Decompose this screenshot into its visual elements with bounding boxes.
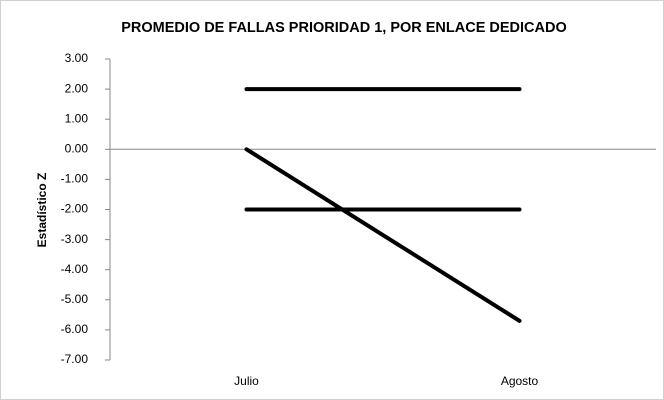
x-tick-label: Julio [234,374,259,388]
y-tick-label: -6.00 [61,322,89,336]
y-tick-label: -3.00 [61,232,89,246]
y-tick-label: 1.00 [65,111,89,125]
y-tick-label: -4.00 [61,262,89,276]
y-tick-label: 0.00 [65,141,89,155]
chart-title: PROMEDIO DE FALLAS PRIORIDAD 1, POR ENLA… [121,20,567,36]
x-tick-label: Agosto [501,374,539,388]
y-tick-label: -1.00 [61,172,89,186]
y-tick-label: -5.00 [61,292,89,306]
series-line [244,147,522,323]
y-tick-label: 3.00 [65,51,89,65]
y-axis-title: Estadístico Z [35,173,49,248]
y-tick-label: -2.00 [61,202,89,216]
y-tick-label: -7.00 [61,352,89,366]
y-tick-label: 2.00 [65,81,89,95]
